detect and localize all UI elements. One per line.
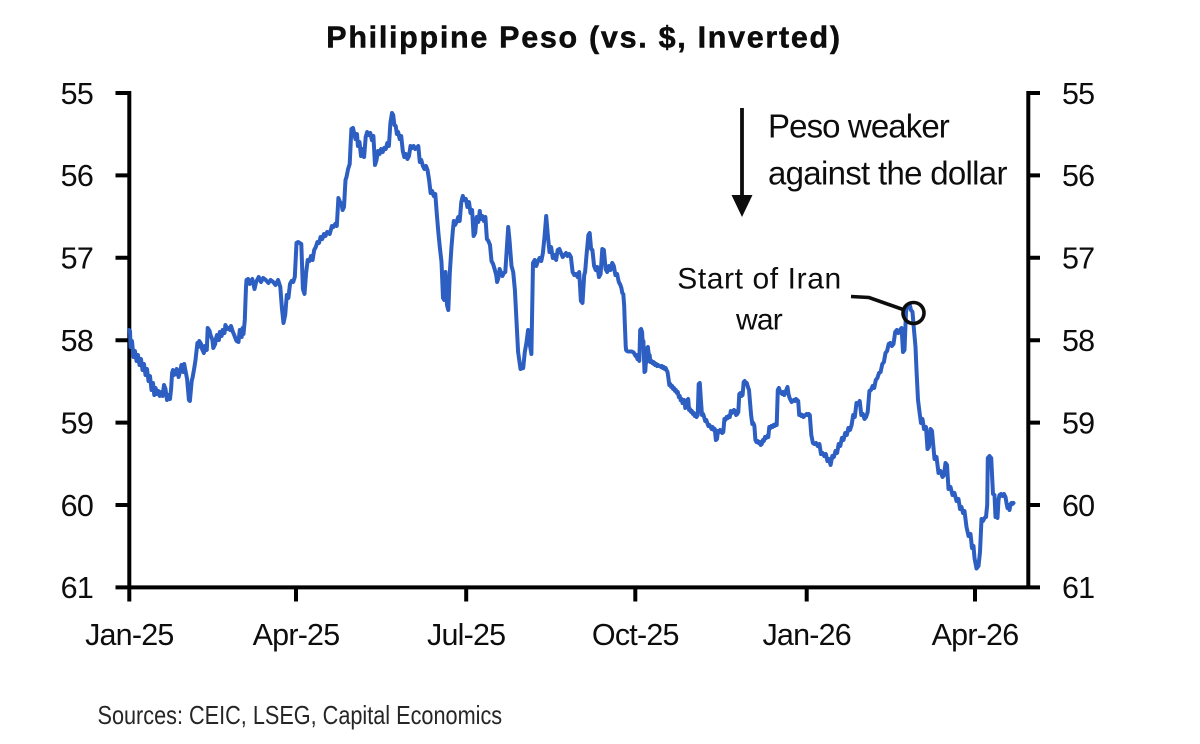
svg-text:Apr-26: Apr-26 [932, 618, 1019, 652]
svg-text:57: 57 [61, 242, 93, 276]
svg-text:56: 56 [61, 159, 93, 193]
svg-text:Jan-26: Jan-26 [762, 618, 850, 652]
svg-text:Start of Iran: Start of Iran [677, 263, 842, 296]
svg-text:Philippine Peso (vs. $, Invert: Philippine Peso (vs. $, Inverted) [326, 21, 841, 55]
svg-text:Peso weaker: Peso weaker [768, 108, 950, 145]
svg-text:58: 58 [1062, 324, 1094, 358]
svg-text:Oct-25: Oct-25 [592, 618, 679, 652]
svg-text:55: 55 [1062, 77, 1094, 111]
svg-text:59: 59 [61, 406, 93, 440]
svg-text:55: 55 [61, 77, 93, 111]
svg-text:Apr-25: Apr-25 [253, 618, 340, 652]
svg-text:against the dollar: against the dollar [768, 155, 1007, 192]
svg-text:59: 59 [1062, 406, 1094, 440]
svg-text:60: 60 [61, 489, 93, 523]
svg-text:Sources: CEIC, LSEG, Capital E: Sources: CEIC, LSEG, Capital Economics [98, 702, 503, 730]
svg-text:60: 60 [1062, 489, 1094, 523]
svg-text:war: war [735, 304, 783, 337]
svg-text:Jan-25: Jan-25 [85, 618, 173, 652]
svg-text:57: 57 [1062, 242, 1094, 276]
svg-text:56: 56 [1062, 159, 1094, 193]
svg-text:58: 58 [61, 324, 93, 358]
svg-text:61: 61 [61, 571, 93, 605]
svg-text:Jul-25: Jul-25 [427, 618, 505, 652]
svg-text:61: 61 [1062, 571, 1094, 605]
